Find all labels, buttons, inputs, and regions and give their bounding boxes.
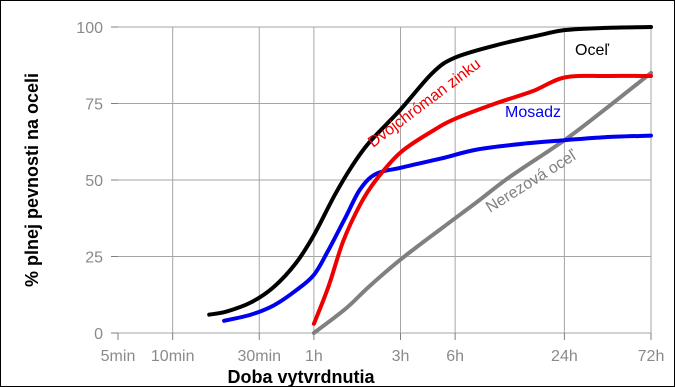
series-labels: Oceľ Dvojchróman zinku Mosadz Nerezová o… <box>365 42 609 216</box>
series-lines <box>207 25 653 335</box>
y-tick-label-25: 25 <box>85 250 103 267</box>
series-line-nerezova-ocel <box>311 70 653 335</box>
y-tick-label-75: 75 <box>85 97 103 114</box>
x-tick-label-72h: 72h <box>638 348 665 365</box>
x-tick-label-3h: 3h <box>392 348 410 365</box>
y-tick-label-50: 50 <box>85 173 103 190</box>
x-axis-title: Doba vytvrdnutia <box>227 367 375 387</box>
series-label-nerezova-ocel: Nerezová oceľ <box>483 147 580 216</box>
series-line-mosadz <box>222 133 653 323</box>
y-axis-ticks: 0 25 50 75 100 <box>76 20 118 343</box>
x-axis-ticks: 5min 10min 30min 1h 3h 6h 24h 72h <box>101 333 665 365</box>
series-label-ocel: Oceľ <box>575 42 609 59</box>
x-tick-label-10min: 10min <box>151 348 195 365</box>
x-tick-label-1h: 1h <box>305 348 323 365</box>
series-line-dvojchroman-zinku <box>311 73 653 326</box>
y-tick-label-100: 100 <box>76 20 103 37</box>
x-tick-label-24h: 24h <box>551 348 578 365</box>
y-tick-label-0: 0 <box>94 326 103 343</box>
series-label-mosadz: Mosadz <box>505 104 561 121</box>
x-tick-label-6h: 6h <box>446 348 464 365</box>
x-tick-label-30min: 30min <box>237 348 281 365</box>
grid <box>118 26 652 334</box>
y-axis-title: % plnej pevnosti na oceli <box>22 73 42 287</box>
series-line-ocel <box>207 25 653 317</box>
x-tick-label-5min: 5min <box>101 348 136 365</box>
